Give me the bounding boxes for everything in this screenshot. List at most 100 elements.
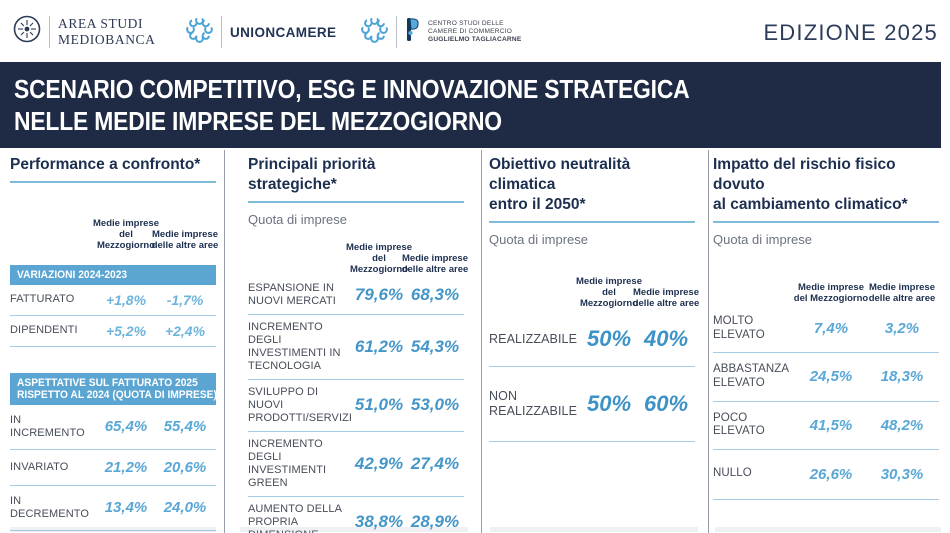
value-altre-aree: 20,6% [163, 458, 207, 476]
table-row: AUMENTO DELLA PROPRIA DIMENSIONE 38,8% 2… [248, 497, 464, 533]
value-altre-aree: 18,3% [880, 368, 924, 386]
value-altre-aree: 48,2% [880, 416, 924, 434]
logo-mediobanca: AREA STUDI MEDIOBANCA [13, 15, 156, 48]
table-row: INVARIATO 21,2% 20,6% [10, 450, 216, 486]
value-altre-aree: 28,9% [410, 512, 460, 532]
cutoff-hint [10, 527, 216, 532]
panel-title: Obiettivo neutralità climatica entro il … [489, 155, 695, 224]
value-mezzogiorno: 50% [586, 326, 632, 352]
cutoff-hint [240, 527, 468, 532]
section-banner: VARIAZIONI 2024-2023 [10, 264, 216, 285]
slide-title-bar: SCENARIO COMPETITIVO, ESG E INNOVAZIONE … [0, 62, 941, 148]
value-mezzogiorno: 50% [586, 390, 632, 416]
value-mezzogiorno: +1,8% [105, 291, 147, 308]
value-mezzogiorno: 51,0% [354, 395, 404, 415]
row-label: IN DECREMENTO [10, 494, 90, 520]
table-row: IN INCREMENTO 65,4% 55,4% [10, 405, 216, 450]
panel-rischio-fisico: Impatto del rischio fisico dovuto al cam… [713, 155, 939, 500]
logo-tagliacarne: CENTRO STUDI DELLE CAMERE DI COMMERCIO G… [361, 16, 521, 48]
panel-title: Principali priorità strategiche* [248, 155, 464, 204]
column-header-mezzogiorno: Medie imprese del Mezzogiorno [576, 276, 642, 310]
header-strip: AREA STUDI MEDIOBANCA UNIONCAMERE [0, 0, 950, 62]
value-altre-aree: 55,4% [163, 418, 207, 436]
logo-unioncamere: UNIONCAMERE [186, 16, 336, 48]
value-mezzogiorno: 13,4% [104, 499, 148, 517]
value-mezzogiorno: 41,5% [809, 416, 853, 434]
column-headers: Medie imprese del Mezzogiorno Medie impr… [489, 276, 699, 310]
row-label: DIPENDENTI [10, 324, 78, 337]
row-label: INCREMENTO DEGLI INVESTIMENTI IN TECNOLO… [248, 320, 341, 372]
row-label: FATTURATO [10, 293, 75, 306]
value-altre-aree: 40% [643, 326, 689, 352]
value-mezzogiorno: 7,4% [813, 320, 849, 338]
panel-subtitle: Quota di imprese [713, 232, 812, 248]
row-label: NULLO [713, 467, 752, 480]
mediobanca-label: AREA STUDI MEDIOBANCA [58, 15, 156, 47]
value-mezzogiorno: 65,4% [104, 418, 148, 436]
column-header-mezzogiorno: Medie imprese del Mezzogiorno [346, 242, 412, 276]
column-headers: Medie imprese del Mezzogiorno Medie impr… [713, 282, 939, 305]
table-row: NULLO 26,6% 30,3% [713, 450, 939, 500]
value-mezzogiorno: +5,2% [105, 322, 147, 339]
cutoff-hint [490, 527, 698, 532]
row-label: AUMENTO DELLA PROPRIA DIMENSIONE [248, 502, 342, 533]
table-row: NON REALIZZABILE 50% 60% [489, 367, 695, 442]
column-header-altre-aree: Medie imprese delle altre aree [151, 229, 219, 251]
table-row: POCO ELEVATO 41,5% 48,2% [713, 402, 939, 450]
column-header-mezzogiorno: Medie imprese del Mezzogiorno [93, 218, 159, 251]
section-variazioni: VARIAZIONI 2024-2023 FATTURATO +1,8% -1,… [10, 264, 216, 347]
table-row: DIPENDENTI +5,2% +2,4% [10, 316, 216, 347]
column-headers: Medie imprese del Mezzogiorno Medie impr… [10, 218, 218, 252]
column-divider [708, 150, 709, 533]
slide-title-line1: SCENARIO COMPETITIVO, ESG E INNOVAZIONE … [14, 74, 690, 104]
logo-divider [396, 16, 397, 48]
table-row: ABBASTANZA ELEVATO 24,5% 18,3% [713, 353, 939, 402]
value-altre-aree: +2,4% [164, 322, 206, 339]
panel-performance: Performance a confronto* Medie imprese d… [10, 155, 218, 531]
column-header-mezzogiorno: Medie imprese del Mezzogiorno [793, 282, 869, 305]
value-mezzogiorno: 42,9% [354, 453, 404, 473]
value-mezzogiorno: 26,6% [809, 465, 853, 483]
row-label: REALIZZABILE [489, 331, 578, 346]
section-aspettative: ASPETTATIVE SUL FATTURATO 2025 RISPETTO … [10, 372, 217, 531]
value-altre-aree: 54,3% [410, 336, 460, 356]
value-altre-aree: 3,2% [884, 320, 920, 338]
table-row: IN DECREMENTO 13,4% 24,0% [10, 486, 216, 531]
table-row: MOLTO ELEVATO 7,4% 3,2% [713, 305, 939, 354]
edition-label: EDIZIONE 2025 [763, 20, 938, 45]
table-row: INCREMENTO DEGLI INVESTIMENTI GREEN 42,9… [248, 432, 464, 497]
table-row: SVILUPPO DI NUOVI PRODOTTI/SERVIZI 51,0%… [248, 380, 464, 432]
row-label: ESPANSIONE IN NUOVI MERCATI [248, 282, 336, 308]
column-divider [224, 150, 225, 533]
table-row: INCREMENTO DEGLI INVESTIMENTI IN TECNOLO… [248, 315, 464, 380]
row-label: MOLTO ELEVATO [713, 315, 765, 341]
tagliacarne-label: CENTRO STUDI DELLE CAMERE DI COMMERCIO G… [428, 19, 522, 44]
value-mezzogiorno: 21,2% [104, 458, 148, 476]
logo-divider [49, 15, 50, 48]
value-mezzogiorno: 24,5% [809, 368, 853, 386]
panel-title: Performance a confronto* [10, 155, 216, 184]
value-altre-aree: -1,7% [166, 291, 204, 308]
row-label: NON REALIZZABILE [489, 389, 578, 418]
row-label: IN INCREMENTO [10, 413, 85, 439]
column-header-altre-aree: Medie imprese delle altre aree [401, 253, 469, 276]
table-row: ESPANSIONE IN NUOVI MERCATI 79,6% 68,3% [248, 276, 464, 315]
panel-title: Impatto del rischio fisico dovuto al cam… [713, 155, 939, 224]
row-label: SVILUPPO DI NUOVI PRODOTTI/SERVIZI [248, 385, 353, 424]
row-label: INCREMENTO DEGLI INVESTIMENTI GREEN [248, 437, 327, 489]
row-label: INVARIATO [10, 460, 69, 473]
column-header-altre-aree: Medie imprese delle altre aree [632, 287, 700, 310]
slide-title-line2: NELLE MEDIE IMPRESE DEL MEZZOGIORNO [14, 106, 502, 137]
tagliacarne-figure-icon [405, 16, 420, 48]
panel-neutralita-climatica: Obiettivo neutralità climatica entro il … [489, 155, 699, 442]
value-altre-aree: 27,4% [410, 453, 460, 473]
panel-subtitle: Quota di imprese [248, 212, 347, 228]
cutoff-hint [715, 527, 941, 532]
camere-rosette-icon [361, 16, 388, 48]
column-divider [481, 150, 482, 533]
value-altre-aree: 24,0% [163, 499, 207, 517]
row-label: POCO ELEVATO [713, 411, 765, 438]
value-altre-aree: 60% [643, 390, 689, 416]
value-mezzogiorno: 38,8% [354, 512, 404, 532]
